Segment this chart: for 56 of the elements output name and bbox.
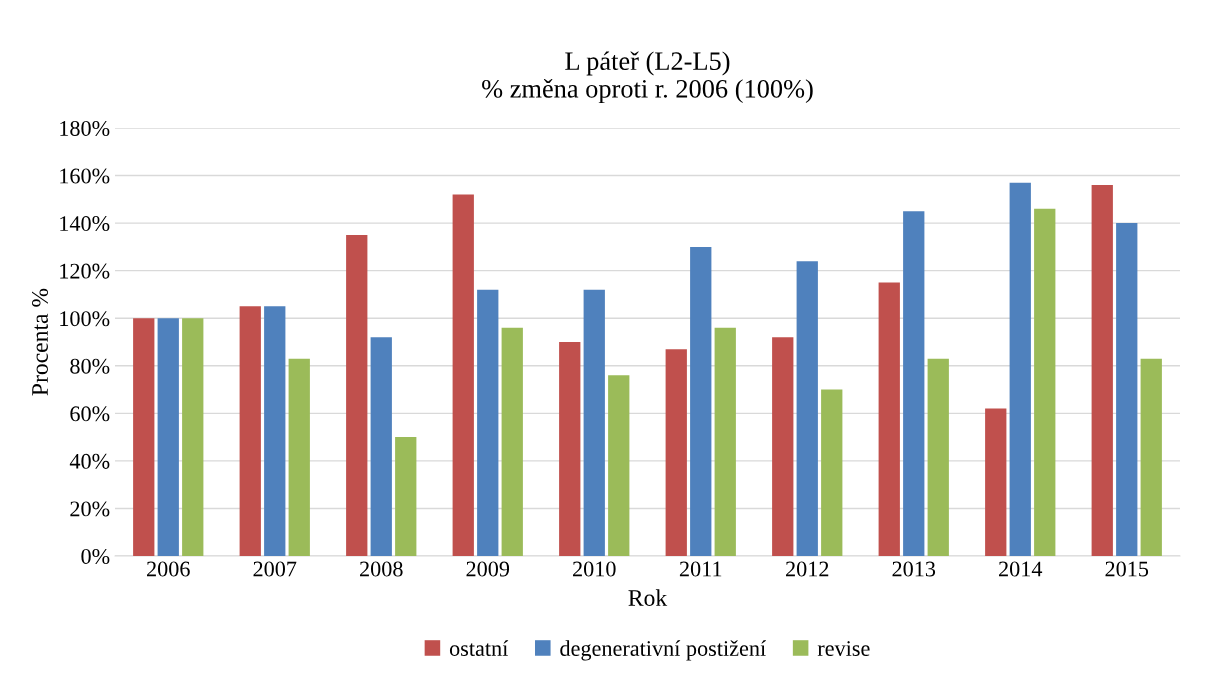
- y-axis-title: Procenta %: [32, 288, 49, 396]
- bar: [501, 327, 523, 556]
- bar: [903, 211, 925, 556]
- y-tick-label: 120%: [60, 263, 110, 279]
- bar: [878, 282, 900, 556]
- bar: [821, 389, 843, 556]
- bar: [985, 408, 1007, 556]
- y-tick-label: 40%: [69, 453, 110, 469]
- bar: [714, 327, 736, 556]
- bar: [559, 342, 581, 556]
- bar: [346, 235, 368, 556]
- bar: [1116, 223, 1138, 556]
- bar: [1140, 358, 1162, 556]
- bar: [288, 358, 310, 556]
- y-tick-label: 60%: [70, 406, 110, 422]
- bar: [1034, 208, 1056, 556]
- legend-label: ostatní: [449, 640, 509, 656]
- y-tick-label: 100%: [60, 311, 110, 327]
- x-tick-label: 2010: [573, 561, 616, 577]
- legend-label: degenerativní postižení: [560, 640, 766, 661]
- x-axis-title: Rok: [628, 589, 668, 606]
- bar: [133, 318, 155, 556]
- bar: [665, 349, 687, 556]
- chart-title: L páteř (L2-L5) % změna oproti r. 2006 (100%): [482, 51, 813, 104]
- bar: [239, 306, 261, 556]
- bar: [796, 261, 818, 556]
- bar: [370, 337, 392, 556]
- bar: [608, 375, 630, 556]
- bar: [927, 358, 949, 556]
- bar: [395, 437, 417, 556]
- bar: [772, 337, 794, 556]
- x-tick-label: 2007: [253, 561, 297, 577]
- bar: [182, 318, 204, 556]
- x-tick-label: 2012: [786, 561, 829, 577]
- bar: [1009, 182, 1031, 556]
- x-tick-label: 2015: [1105, 561, 1149, 577]
- x-tick-label: 2013: [892, 561, 936, 577]
- y-tick-label: 20%: [70, 501, 110, 517]
- bar: [583, 289, 605, 556]
- y-tick-label: 80%: [70, 358, 110, 374]
- y-tick-label: 140%: [60, 216, 110, 232]
- bar: [690, 246, 712, 556]
- x-tick-label: 2011: [679, 561, 722, 577]
- x-tick-label: 2008: [360, 561, 403, 577]
- bar: [1091, 185, 1113, 556]
- bar: [157, 318, 179, 556]
- y-tick-label: 180%: [60, 120, 110, 136]
- y-tick-label: 0%: [81, 548, 110, 564]
- bar: [477, 289, 499, 556]
- bar: [452, 194, 474, 556]
- bar: [264, 306, 286, 556]
- y-tick-label: 160%: [60, 168, 110, 184]
- x-tick-label: 2014: [999, 561, 1043, 577]
- legend-label: revise: [817, 641, 870, 656]
- x-tick-label: 2006: [147, 561, 190, 577]
- x-tick-label: 2009: [466, 561, 510, 577]
